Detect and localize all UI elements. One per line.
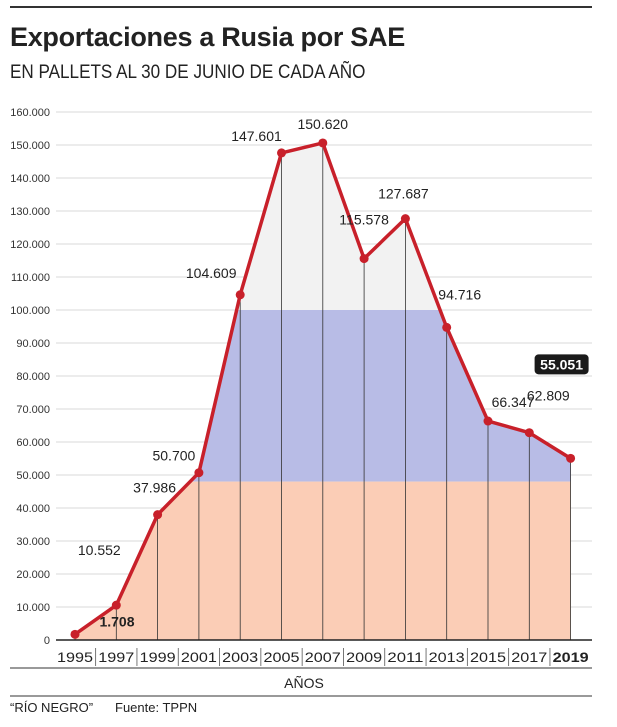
data-point [235,290,245,300]
data-label: 150.620 [297,116,348,132]
data-point [153,510,163,520]
x-tick-label: 1995 [57,649,93,665]
data-label: 50.700 [152,448,195,464]
x-tick-label: 2005 [264,649,300,665]
data-point [359,254,369,264]
y-tick-label: 110.000 [11,272,50,284]
source: Fuente: TPPN [115,700,198,715]
data-label: 55.051 [540,356,583,372]
data-point [70,629,80,639]
x-tick-label: 1999 [140,649,176,665]
data-label: 115.578 [339,212,389,228]
x-tick-label: 2011 [387,649,423,665]
y-tick-label: 30.000 [16,536,50,548]
y-tick-label: 50.000 [16,470,50,482]
credit: “RÍO NEGRO” [10,700,94,715]
y-tick-label: 100.000 [10,305,50,317]
x-tick-label: 2009 [346,649,382,665]
data-point [400,214,410,224]
data-point [111,600,121,610]
x-tick-label: 2001 [181,649,217,665]
y-tick-label: 20.000 [16,569,50,581]
data-label: 147.601 [231,128,282,144]
y-tick-label: 80.000 [16,371,50,383]
data-label: 127.687 [378,186,429,202]
x-tick-label: 2019 [553,649,589,665]
x-tick-label: 2015 [470,649,506,665]
y-tick-label: 0 [44,635,50,647]
chart-subtitle: EN PALLETS AL 30 DE JUNIO DE CADA AÑO [10,62,366,83]
y-tick-label: 10.000 [16,602,50,614]
x-tick-label: 2017 [511,649,547,665]
data-label: 62.809 [527,388,570,404]
data-point [566,453,576,463]
y-tick-label: 150.000 [10,140,50,152]
data-point [194,468,204,478]
data-point [442,322,452,332]
data-label: 94.716 [438,286,481,302]
data-label: 66.347 [492,394,535,410]
y-tick-label: 90.000 [16,338,50,350]
x-tick-label: 2007 [305,649,341,665]
x-axis-title: AÑOS [284,675,324,691]
x-tick-label: 1997 [98,649,134,665]
x-tick-label: 2013 [429,649,465,665]
data-point [318,138,328,148]
x-tick-label: 2003 [222,649,258,665]
y-tick-label: 40.000 [16,503,50,515]
data-label: 104.609 [186,265,237,281]
data-point [524,428,534,438]
chart-title: Exportaciones a Rusia por SAE [10,22,405,52]
data-point [277,148,286,158]
y-tick-label: 70.000 [16,404,50,416]
data-label: 37.986 [133,480,176,496]
data-label: 1.708 [99,613,134,629]
y-tick-label: 60.000 [16,437,50,449]
highlight-label-box [534,354,589,375]
y-tick-label: 160.000 [10,107,50,119]
data-label: 10.552 [78,542,121,558]
data-point [483,416,493,426]
top-rule [10,6,592,8]
y-tick-label: 130.000 [10,206,50,218]
y-tick-label: 120.000 [10,239,50,251]
y-tick-label: 140.000 [10,173,50,185]
